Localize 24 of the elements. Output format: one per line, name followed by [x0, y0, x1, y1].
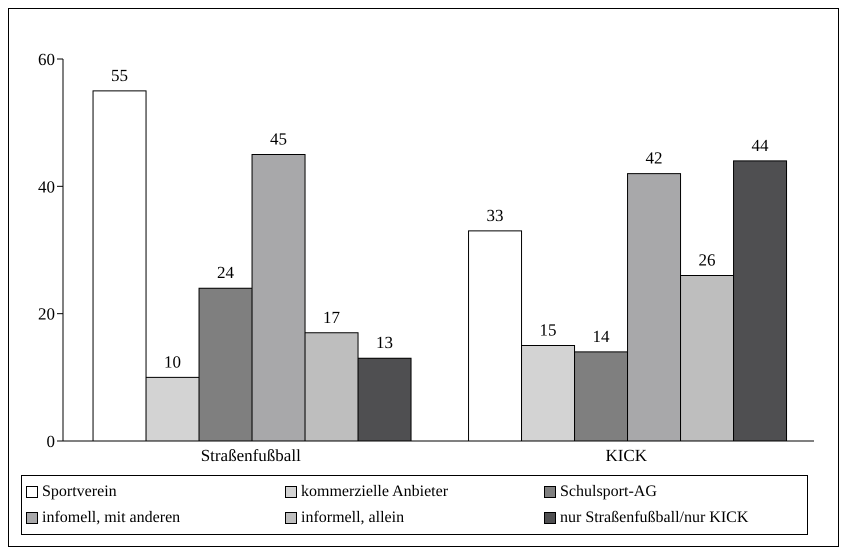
data-label: 10 — [164, 352, 182, 372]
data-label: 45 — [270, 130, 288, 148]
legend-label: infomell, mit anderen — [42, 509, 180, 527]
y-tick-label: 60 — [38, 50, 55, 70]
data-label: 33 — [486, 206, 504, 225]
data-label: 42 — [646, 148, 663, 168]
x-tick-label: Straßenfußball — [200, 446, 302, 466]
data-label: 44 — [752, 136, 770, 155]
legend-label: Sportverein — [42, 483, 117, 501]
x-tick-label: KICK — [605, 446, 648, 466]
y-tick-label: 40 — [38, 177, 55, 196]
data-label: 17 — [323, 308, 341, 327]
data-label: 24 — [217, 263, 235, 282]
data-label: 13 — [376, 333, 394, 352]
y-tick-label: 0 — [46, 432, 55, 452]
data-label: 55 — [111, 66, 128, 85]
y-tick-label: 20 — [38, 304, 55, 324]
data-label: 15 — [540, 320, 557, 340]
legend-label: kommerzielle Anbieter — [301, 483, 448, 501]
data-label: 26 — [698, 250, 716, 270]
data-label: 14 — [592, 326, 610, 346]
legend-label: informell, allein — [301, 509, 404, 527]
legend-label: Schulsport-AG — [560, 483, 657, 501]
legend-label: nur Straßenfußball/nur KICK — [560, 509, 748, 527]
